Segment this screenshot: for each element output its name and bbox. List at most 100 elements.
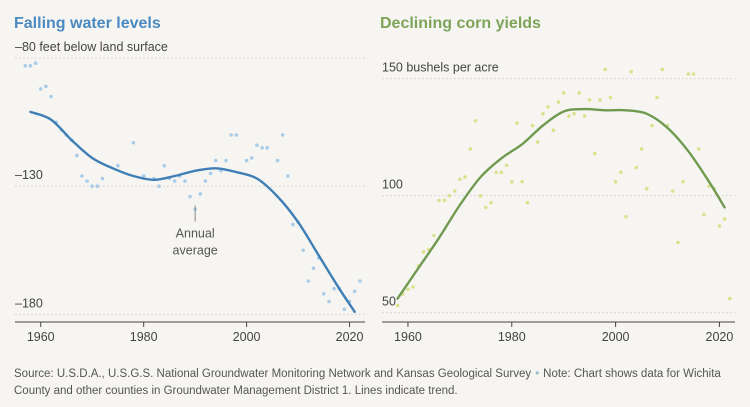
corn-data-point	[452, 189, 457, 193]
corn-data-point	[634, 165, 639, 170]
water-data-point	[275, 158, 280, 163]
water-data-point	[286, 174, 290, 178]
corn-data-point	[707, 184, 711, 189]
corn-data-point	[535, 140, 540, 144]
water-data-point	[260, 146, 264, 150]
separator-dot: •	[535, 368, 540, 380]
corn-y-tick-label: 100	[382, 178, 403, 192]
water-data-point	[332, 286, 336, 291]
water-data-point	[322, 292, 326, 296]
water-data-point	[229, 133, 233, 137]
water-y-tick-label: –130	[15, 168, 43, 182]
corn-data-point	[515, 121, 519, 125]
corn-data-point	[660, 67, 665, 72]
water-data-point	[250, 156, 254, 160]
corn-data-point	[645, 186, 649, 191]
water-data-point	[208, 171, 213, 176]
water-data-point	[162, 163, 167, 168]
corn-data-point	[541, 112, 545, 116]
corn-yield-chart: Declining corn yields 150 bushels per ac…	[380, 15, 735, 344]
corn-x-tick-label: 1980	[498, 330, 526, 344]
corn-y-tick-label: 150 bushels per acre	[382, 61, 499, 75]
corn-data-point	[624, 214, 628, 219]
water-data-point	[80, 174, 84, 178]
corn-data-point	[686, 72, 691, 76]
water-data-point	[95, 184, 100, 188]
water-data-point	[157, 184, 161, 188]
corn-data-point	[504, 163, 509, 168]
water-data-point	[358, 279, 362, 283]
corn-data-point	[567, 114, 571, 118]
water-data-point	[301, 248, 306, 253]
water-data-point	[255, 143, 259, 147]
corn-data-point	[447, 193, 452, 198]
corn-data-point	[593, 151, 597, 156]
corn-data-point	[670, 189, 675, 193]
annotation-annual: Annual	[176, 227, 215, 241]
corn-trend-line	[396, 107, 726, 300]
corn-data-point	[696, 147, 701, 151]
corn-data-point	[650, 123, 654, 128]
water-data-point	[90, 184, 94, 188]
water-data-point	[116, 163, 120, 168]
annotation-average: average	[173, 244, 218, 258]
corn-data-point	[577, 91, 582, 95]
corn-data-point	[561, 91, 566, 95]
corn-data-point	[510, 179, 514, 184]
water-data-point	[141, 174, 146, 178]
water-data-point	[352, 289, 357, 294]
corn-data-point	[619, 170, 623, 175]
water-data-point	[280, 133, 285, 137]
water-data-point	[100, 176, 105, 181]
corn-data-point	[458, 177, 462, 182]
corn-data-point	[728, 296, 732, 301]
corn-data-point	[608, 95, 613, 100]
water-data-point	[224, 158, 228, 163]
corn-data-point	[530, 123, 535, 128]
water-data-point	[198, 192, 203, 196]
corn-data-point	[691, 72, 696, 76]
corn-data-point	[432, 233, 436, 238]
source-note: Source: U.S.D.A., U.S.G.S. National Grou…	[14, 368, 532, 380]
water-data-point	[183, 179, 187, 183]
corn-data-point	[489, 200, 493, 205]
water-x-tick-label: 2000	[233, 330, 261, 344]
water-data-point	[327, 299, 331, 304]
corn-data-point	[702, 212, 706, 217]
corn-data-point	[484, 205, 488, 210]
corn-data-point	[494, 170, 499, 175]
corn-x-tick-label: 2020	[706, 330, 734, 344]
chart-footer: Source: U.S.D.A., U.S.G.S. National Grou…	[14, 366, 738, 400]
corn-data-point	[520, 179, 524, 184]
corn-data-point	[463, 175, 467, 179]
corn-data-point	[556, 100, 561, 104]
corn-data-point	[395, 303, 400, 308]
corn-data-point	[655, 95, 659, 100]
corn-data-point	[442, 198, 447, 203]
water-data-point	[85, 179, 89, 183]
water-data-point	[23, 64, 28, 68]
water-data-point	[172, 179, 177, 183]
corn-data-point	[613, 179, 618, 184]
water-data-point	[188, 194, 192, 199]
water-data-point	[234, 133, 239, 137]
water-x-tick-label: 1980	[130, 330, 158, 344]
corn-data-point	[546, 105, 550, 109]
chart-note: Note: Chart shows data for Wichita Count…	[14, 368, 721, 397]
water-data-point	[44, 84, 48, 89]
water-data-point	[49, 94, 53, 99]
corn-data-point	[717, 224, 722, 228]
corn-data-point	[406, 287, 410, 292]
water-data-point	[291, 222, 295, 227]
corn-data-point	[525, 200, 530, 205]
water-data-point	[265, 146, 270, 150]
corn-data-point	[629, 69, 633, 74]
water-data-point	[131, 140, 136, 145]
corn-data-point	[421, 250, 426, 254]
water-data-point	[75, 153, 79, 158]
water-level-chart: Falling water levels –80 feet below land…	[14, 15, 365, 344]
corn-x-tick-label: 1960	[394, 330, 422, 344]
water-data-point	[33, 61, 38, 65]
corn-data-point	[587, 98, 592, 102]
